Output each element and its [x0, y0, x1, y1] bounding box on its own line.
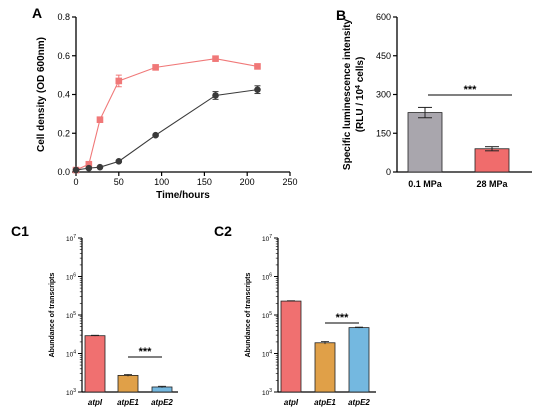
data-point-circle — [212, 92, 219, 99]
data-point-circle — [72, 166, 80, 174]
x-category-label: atpI — [284, 398, 299, 407]
panel-a: A 0 50 100 150 200 250 0.0 0.2 0.4 0.6 0.8 Time/hou… — [32, 5, 298, 201]
y-tick-label: 450 — [376, 51, 391, 61]
bar — [280, 300, 302, 393]
significance-marker: *** — [139, 346, 153, 358]
bar — [474, 148, 510, 173]
y-tick-label: 600 — [376, 12, 391, 22]
y-tick-label: 105 — [66, 311, 76, 320]
data-point-square — [96, 116, 104, 123]
data-point-square — [152, 64, 159, 71]
panel-c1-letter: C1 — [11, 223, 29, 239]
y-tick-label: 106 — [66, 273, 76, 282]
data-point-square — [85, 160, 93, 168]
y-tick-label: 300 — [376, 90, 391, 100]
x-tick-label: 100 — [154, 177, 169, 187]
x-category-label: atpE1 — [314, 398, 336, 407]
data-point-circle — [115, 158, 123, 165]
y-tick-label: 103 — [262, 388, 272, 397]
y-tick-label: 150 — [376, 128, 391, 138]
panel-c2-letter: C2 — [214, 223, 232, 239]
x-tick-label: 200 — [240, 177, 255, 187]
panel-b: B 0 150 300 450 600 Specific luminescence int… — [336, 7, 532, 189]
x-tick-label: 50 — [114, 177, 124, 187]
panel-c1: C1 103 104 105 106 107 Abundance of transcrip… — [11, 223, 178, 407]
x-category-label: atpE1 — [117, 398, 139, 407]
y-axis-title-line1: Specific luminescence intensity — [342, 18, 353, 170]
x-tick-label: 150 — [197, 177, 212, 187]
y-axis-title: Abundance of transcripts — [245, 273, 252, 358]
series-line-1 — [75, 58, 258, 171]
y-tick-label: 106 — [262, 273, 272, 282]
bar — [407, 112, 443, 173]
bar — [348, 327, 370, 393]
y-tick-label: 0.4 — [57, 90, 70, 100]
y-tick-label: 0 — [386, 167, 391, 177]
bar — [117, 374, 139, 393]
series-line-2 — [75, 89, 258, 171]
y-axis-title: Abundance of transcripts — [49, 273, 56, 358]
x-tick-label: 0 — [73, 177, 78, 187]
y-tick-label: 103 — [66, 388, 76, 397]
y-axis-title: Cell density (OD 600nm) — [36, 37, 47, 152]
y-tick-label: 107 — [262, 234, 272, 243]
panel-a-letter: A — [32, 5, 42, 21]
data-point-circle — [96, 163, 104, 171]
data-point-square — [115, 77, 123, 85]
data-point-circle — [152, 131, 159, 139]
y-tick-label: 105 — [262, 311, 272, 320]
data-point-circle — [254, 86, 261, 93]
y-tick-label: 107 — [66, 234, 76, 243]
x-tick-label: 250 — [282, 177, 297, 187]
panel-c2: C2 103 104 105 106 107 Abundance of transcrip… — [214, 223, 376, 407]
x-category-label: 0.1 MPa — [408, 179, 443, 189]
x-category-label: 28 MPa — [476, 179, 508, 189]
bar — [84, 335, 106, 393]
significance-marker: *** — [464, 84, 478, 96]
data-point-square — [254, 63, 261, 70]
panel-b-letter: B — [336, 7, 346, 23]
bar — [314, 342, 336, 393]
y-tick-label: 0.0 — [57, 167, 70, 177]
data-point-square — [212, 55, 219, 62]
y-tick-label: 104 — [262, 350, 272, 359]
y-tick-label: 0.6 — [57, 51, 70, 61]
y-tick-label: 0.2 — [57, 128, 70, 138]
y-tick-label: 104 — [66, 350, 76, 359]
x-category-label: atpI — [88, 398, 103, 407]
x-axis-title: Time/hours — [156, 190, 210, 201]
y-axis-title-line2: (RLU / 104 cells) — [355, 57, 367, 133]
significance-marker: *** — [336, 312, 350, 324]
y-tick-label: 0.8 — [57, 12, 70, 22]
x-category-label: atpE2 — [151, 398, 173, 407]
data-point-circle — [85, 164, 93, 172]
x-category-label: atpE2 — [348, 398, 370, 407]
